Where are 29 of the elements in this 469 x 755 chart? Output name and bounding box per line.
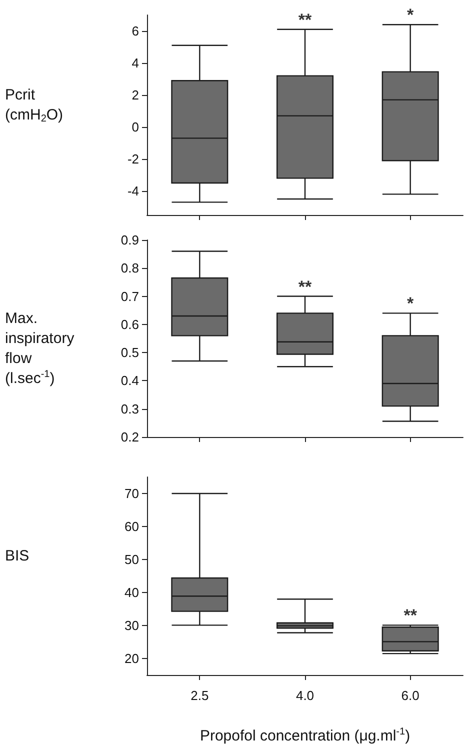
annotation: ** [298,10,312,30]
y-tick-label: 50 [124,552,139,567]
x-tick-label: 4.0 [296,688,314,703]
y-tick-label: 20 [124,651,139,666]
y-tick-label: 0.8 [120,260,139,276]
y-tick-label: 0.2 [120,430,139,444]
y-tick-label: 30 [124,618,139,633]
y-tick-label: 4 [132,56,139,70]
y-tick-label: 0 [132,120,139,134]
y-tick-label: 40 [124,585,139,600]
annotation: * [407,6,414,25]
y-tick-label: 70 [124,486,139,501]
y-tick-label: 6 [132,24,139,38]
y-tick-label: -2 [127,152,139,166]
x-tick-label: 6.0 [401,688,420,703]
y-tick-label: -4 [127,184,139,198]
y-tick-label: 0.3 [120,401,139,416]
y-tick-label: 60 [124,519,139,534]
y-tick-label: 0.5 [120,345,139,360]
y-tick-label: 0.4 [120,373,139,388]
y-tick-label: 0.7 [120,288,139,304]
annotation: ** [298,277,312,296]
annotation: ** [404,606,418,626]
x-tick-label: 2.5 [190,688,209,703]
y-tick-label: 0.6 [120,316,139,332]
y-tick-label: 0.9 [120,232,139,248]
annotation: * [407,294,414,314]
y-tick-label: 2 [132,88,139,102]
y-axis-title: BIS [5,548,30,564]
